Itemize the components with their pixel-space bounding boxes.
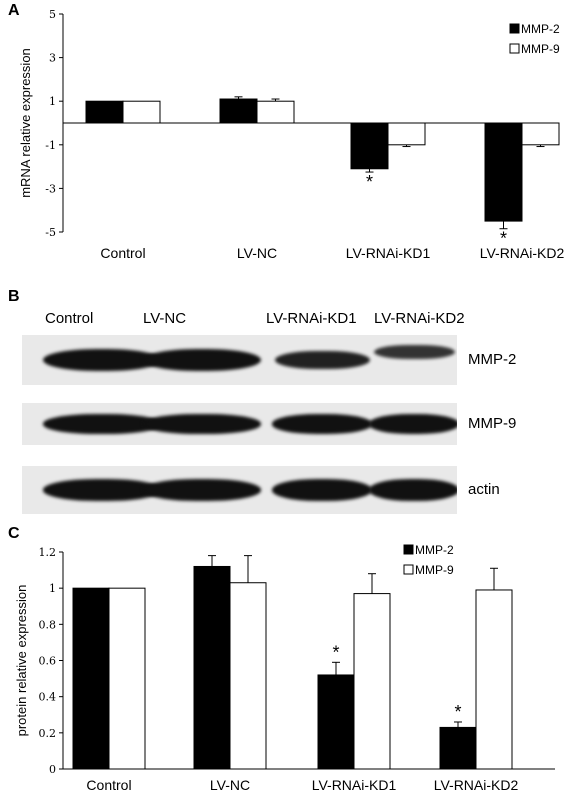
blot-band [43, 414, 161, 434]
panel-b-letter: B [8, 288, 20, 305]
y-tick-label: -3 [45, 182, 56, 195]
bar-mmp-9 [521, 122, 560, 146]
blot-band [143, 479, 261, 501]
bar-mmp-9 [387, 122, 426, 146]
blot-strip [22, 335, 457, 385]
lane-label: LV-RNAi-KD2 [374, 310, 465, 327]
bar-mmp-2 [85, 100, 124, 124]
bar-mmp-2 [219, 98, 258, 124]
y-tick-label: 3 [49, 52, 56, 65]
category-label: LV-NC [237, 245, 277, 261]
panel-c-letter: C [8, 525, 20, 542]
y-tick-label: -5 [45, 226, 56, 239]
bar-mmp-2 [350, 122, 389, 170]
blot-strip [22, 403, 457, 445]
legend-swatch [509, 43, 520, 54]
category-label: Control [100, 245, 145, 261]
blot-band [369, 479, 457, 501]
lane-label: LV-NC [143, 310, 187, 327]
blot-band [373, 344, 455, 360]
significance-marker: * [500, 229, 507, 249]
lane-label: Control [45, 310, 94, 327]
blot-protein-label: actin [468, 481, 500, 498]
lane-label: LV-RNAi-KD1 [266, 310, 357, 327]
blot-band [43, 349, 161, 371]
category-label: LV-RNAi-KD2 [480, 245, 565, 261]
panel-a-letter: A [8, 2, 20, 19]
legend-label: MMP-9 [521, 42, 560, 56]
blot-band [43, 479, 161, 501]
bar-mmp-9 [256, 100, 295, 124]
blot-strip [22, 466, 457, 514]
bar-mmp-2 [484, 122, 523, 222]
bar-mmp-9 [122, 100, 161, 124]
significance-marker: * [366, 172, 373, 192]
blot-protein-label: MMP-2 [468, 351, 517, 368]
legend-label: MMP-2 [521, 22, 560, 36]
y-tick-label: 1 [49, 95, 56, 108]
y-axis-label: mRNA relative expression [18, 48, 33, 198]
blot-band [274, 350, 370, 370]
y-tick-label: -1 [45, 139, 56, 152]
blot-protein-label: MMP-9 [468, 415, 517, 432]
blot-band [369, 414, 457, 434]
blot-band [272, 479, 372, 501]
y-tick-label: 5 [49, 8, 56, 21]
blot-band [143, 414, 261, 434]
legend-swatch [509, 23, 520, 34]
blot-band [272, 414, 372, 434]
blot-band [143, 349, 261, 371]
category-label: LV-RNAi-KD1 [346, 245, 431, 261]
